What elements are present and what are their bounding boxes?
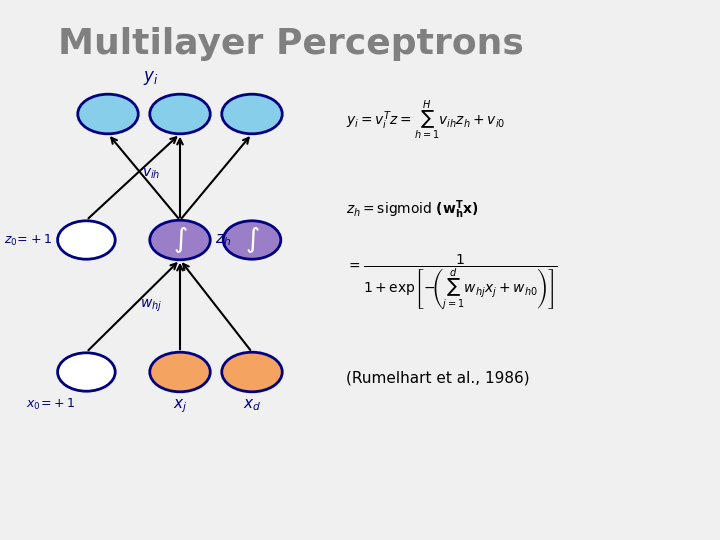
Text: $y_i = v_i^T z = \sum_{h=1}^{H} v_{ih} z_h + v_{i0}$: $y_i = v_i^T z = \sum_{h=1}^{H} v_{ih} z… — [346, 98, 505, 142]
Text: $= \dfrac{1}{1 + \exp\!\left[-\!\left(\sum_{j=1}^{d} w_{hj} x_j + w_{h0}\right)\: $= \dfrac{1}{1 + \exp\!\left[-\!\left(\s… — [346, 252, 557, 312]
Ellipse shape — [58, 221, 115, 259]
Ellipse shape — [222, 352, 282, 392]
Ellipse shape — [150, 220, 210, 260]
Ellipse shape — [150, 94, 210, 134]
Text: $x_0\!=\!+1$: $x_0\!=\!+1$ — [26, 397, 75, 413]
Text: $z_0\!=\!+1$: $z_0\!=\!+1$ — [4, 232, 52, 247]
Text: $w_{hj}$: $w_{hj}$ — [140, 298, 162, 314]
Text: $v_{ih}$: $v_{ih}$ — [142, 167, 161, 181]
Ellipse shape — [78, 94, 138, 134]
Text: (Rumelhart et al., 1986): (Rumelhart et al., 1986) — [346, 370, 529, 386]
Text: Multilayer Perceptrons: Multilayer Perceptrons — [58, 27, 523, 61]
Text: $x_d$: $x_d$ — [243, 397, 261, 413]
Text: $x_j$: $x_j$ — [173, 397, 187, 415]
Ellipse shape — [222, 94, 282, 134]
Ellipse shape — [58, 353, 115, 391]
Text: $z_h$: $z_h$ — [215, 232, 230, 248]
Ellipse shape — [223, 221, 281, 259]
Ellipse shape — [150, 352, 210, 392]
Text: $y_i$: $y_i$ — [143, 69, 159, 87]
Text: $\int$: $\int$ — [173, 225, 187, 255]
Text: $z_h = \mathrm{sigmoid}\ \mathbf{(w_h^T x)}$: $z_h = \mathrm{sigmoid}\ \mathbf{(w_h^T … — [346, 199, 478, 221]
Text: $\int$: $\int$ — [245, 225, 259, 255]
